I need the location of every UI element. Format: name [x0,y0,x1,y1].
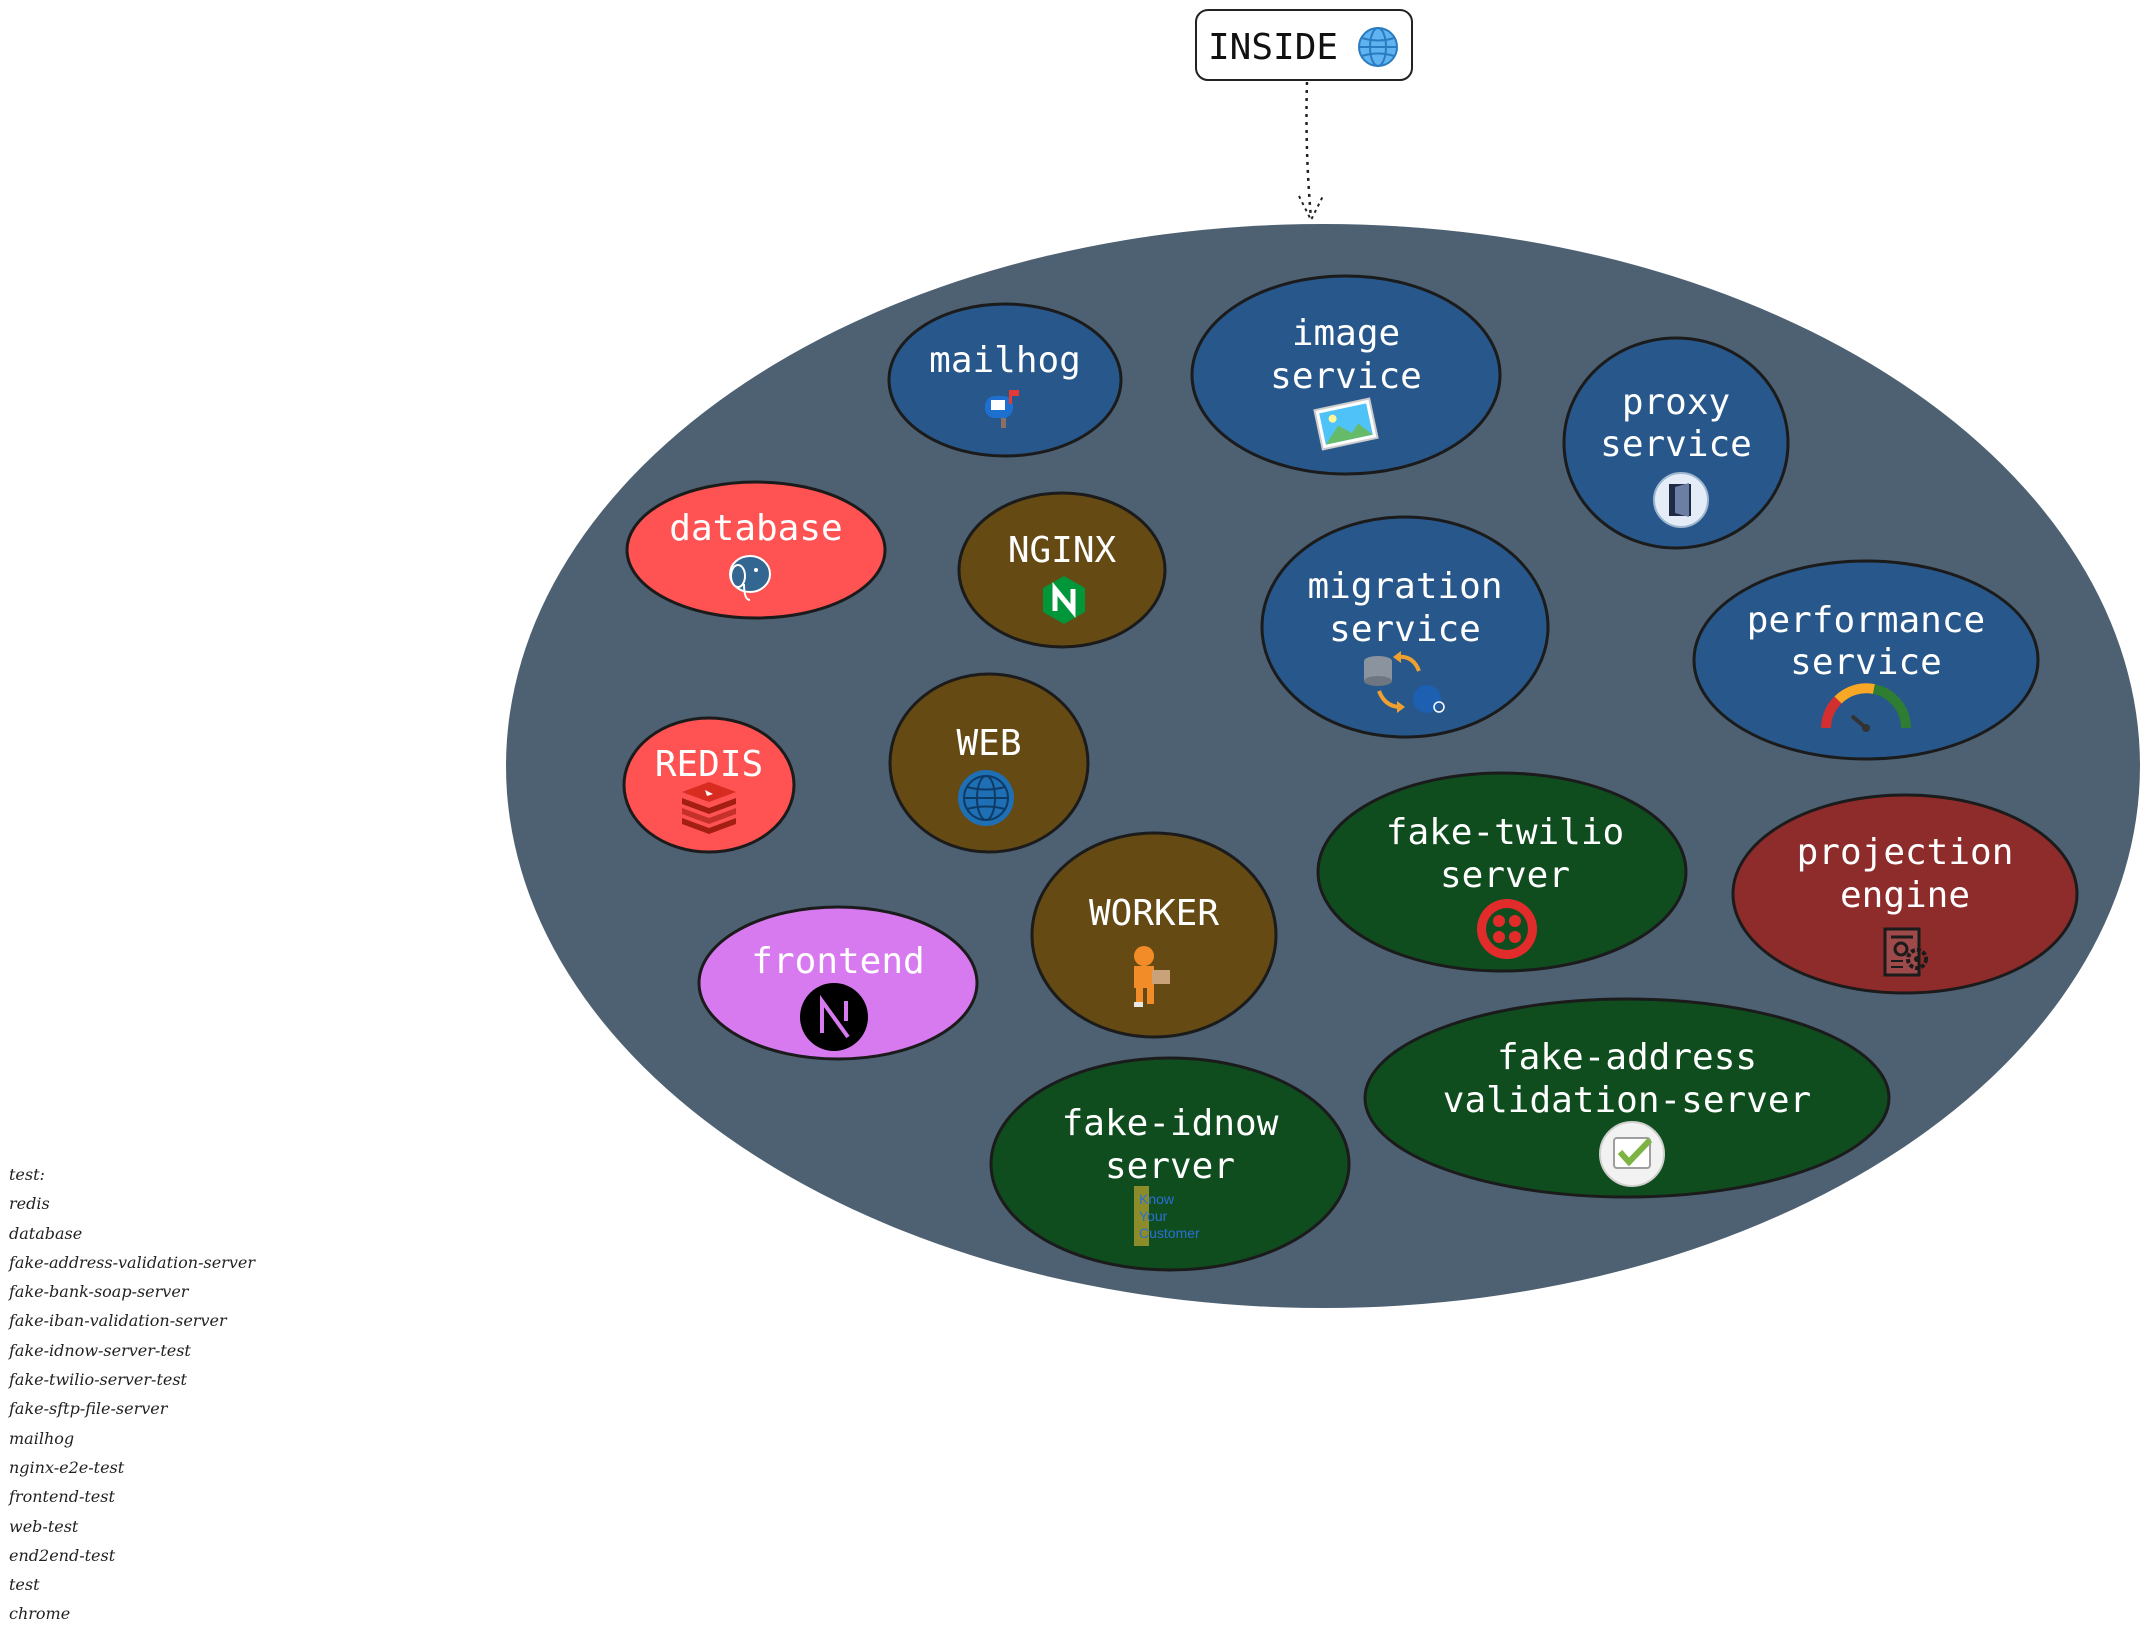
legend-item: test: [9,1165,45,1184]
gears-icon [1883,927,1928,977]
performance-service-label-2: service [1790,642,1942,683]
kyc-text-your: Your [1139,1208,1168,1224]
performance-service-label-1: performance [1747,600,1985,641]
legend-item: chrome [9,1604,71,1624]
fake-idnow-label-2: server [1105,1146,1235,1187]
mailhog-node[interactable]: mailhog [887,302,1123,458]
globe-icon [1358,27,1398,67]
worker-person-icon [1134,946,1170,1007]
web-globe-icon [958,770,1014,826]
legend-item: frontend-test [9,1487,115,1507]
inside-to-cluster-arrow [1298,81,1324,223]
fake-address-node[interactable]: fake-address validation-server [1363,997,1891,1199]
kyc-text-customer: Customer [1139,1225,1200,1241]
postgres-elephant-icon [729,555,771,601]
gauge-icon [1821,683,1911,732]
frontend-label: frontend [751,941,924,982]
inside-node[interactable]: INSIDE [1195,9,1413,81]
fake-idnow-node[interactable]: fake-idnow server Know Your Customer [989,1056,1351,1272]
legend-item: web-test [9,1516,79,1536]
fake-address-label-2: validation-server [1443,1080,1811,1121]
database-label: database [669,508,842,549]
web-node[interactable]: WEB [888,672,1090,854]
worker-label: WORKER [1089,893,1219,934]
legend-item: fake-idnow-server-test [9,1340,191,1360]
migration-icon [1364,651,1445,713]
proxy-service-label-2: service [1600,424,1752,465]
performance-service-node[interactable]: performance service [1692,559,2040,761]
legend-item: redis [9,1194,50,1214]
mailhog-label: mailhog [929,340,1081,381]
migration-service-label-1: migration [1307,566,1502,607]
image-service-label-1: image [1292,313,1400,354]
image-service-node[interactable]: image service [1190,274,1502,476]
legend-item: database [9,1223,83,1243]
checkbox-icon [1599,1121,1665,1187]
redis-label: REDIS [655,744,763,785]
picture-icon [1313,397,1379,451]
projection-engine-label-2: engine [1840,875,1970,916]
frontend-node[interactable]: frontend [697,905,979,1061]
nginx-icon [1043,576,1085,624]
nginx-node[interactable]: NGINX [957,491,1167,649]
migration-service-label-2: service [1329,609,1481,650]
inside-label: INSIDE [1208,27,1338,68]
legend-note: test: redis database fake-address-valida… [9,1160,255,1629]
fake-twilio-label-2: server [1440,855,1570,896]
legend-item: fake-bank-soap-server [9,1282,189,1302]
legend-item: fake-sftp-file-server [9,1399,168,1419]
kyc-text-know: Know [1139,1191,1175,1207]
proxy-service-node[interactable]: proxy service [1562,336,1790,550]
mailbox-icon [985,390,1019,428]
legend-item: mailhog [9,1428,75,1448]
database-node[interactable]: database [625,480,887,620]
image-service-label-2: service [1270,356,1422,397]
fake-twilio-node[interactable]: fake-twilio server [1316,771,1688,973]
legend-item: fake-address-validation-server [9,1252,255,1272]
projection-engine-label-1: projection [1797,832,2014,873]
legend-item: test [9,1575,40,1595]
web-label: WEB [956,723,1021,764]
proxy-service-label-1: proxy [1622,382,1730,423]
legend-item: fake-twilio-server-test [9,1370,187,1390]
fake-address-label-1: fake-address [1497,1037,1757,1078]
fake-twilio-label-1: fake-twilio [1386,812,1624,853]
redis-node[interactable]: REDIS [622,716,796,854]
legend-item: fake-iban-validation-server [9,1311,227,1331]
proxy-door-icon [1653,472,1709,528]
legend-item: nginx-e2e-test [9,1457,125,1477]
fake-idnow-label-1: fake-idnow [1062,1103,1279,1144]
nginx-label: NGINX [1008,530,1117,571]
worker-node[interactable]: WORKER [1030,831,1278,1039]
migration-service-node[interactable]: migration service [1260,515,1550,739]
redis-icon [682,782,736,834]
legend-item: end2end-test [9,1545,116,1565]
projection-engine-node[interactable]: projection engine [1731,793,2079,995]
nextjs-icon [800,983,868,1051]
kyc-icon: Know Your Customer [1134,1186,1200,1246]
twilio-icon [1477,899,1537,959]
